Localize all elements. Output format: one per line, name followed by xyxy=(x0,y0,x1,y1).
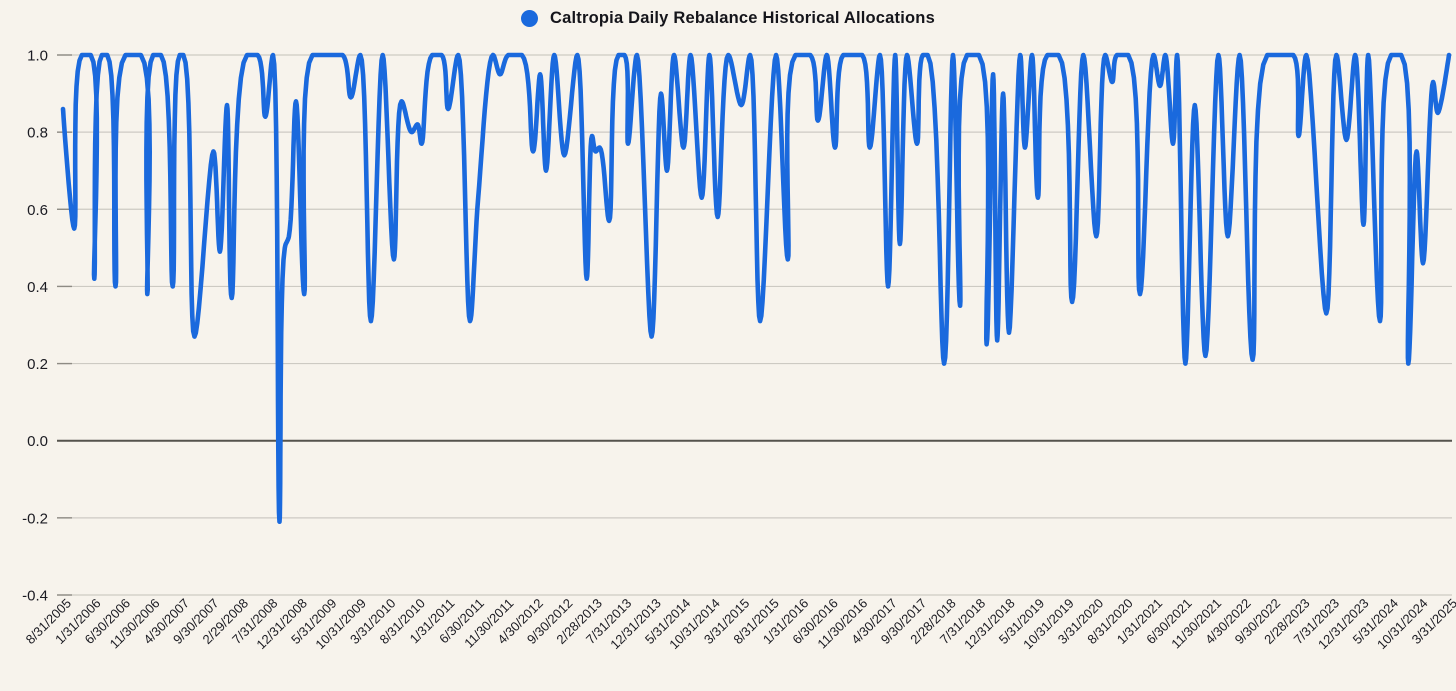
y-tick-label: 0.0 xyxy=(27,433,48,450)
allocation-line xyxy=(60,52,1452,524)
series-layer xyxy=(60,52,1452,524)
y-tick-label: 0.4 xyxy=(27,279,48,296)
y-tick-label: 1.0 xyxy=(27,48,48,65)
y-tick-label: 0.2 xyxy=(27,356,48,373)
y-tick-label: 0.6 xyxy=(27,202,48,219)
y-tick-label: -0.2 xyxy=(22,510,48,527)
y-tick-label: -0.4 xyxy=(22,588,48,605)
y-tick-label: 0.8 xyxy=(27,125,48,142)
grid-layer xyxy=(57,54,1452,596)
